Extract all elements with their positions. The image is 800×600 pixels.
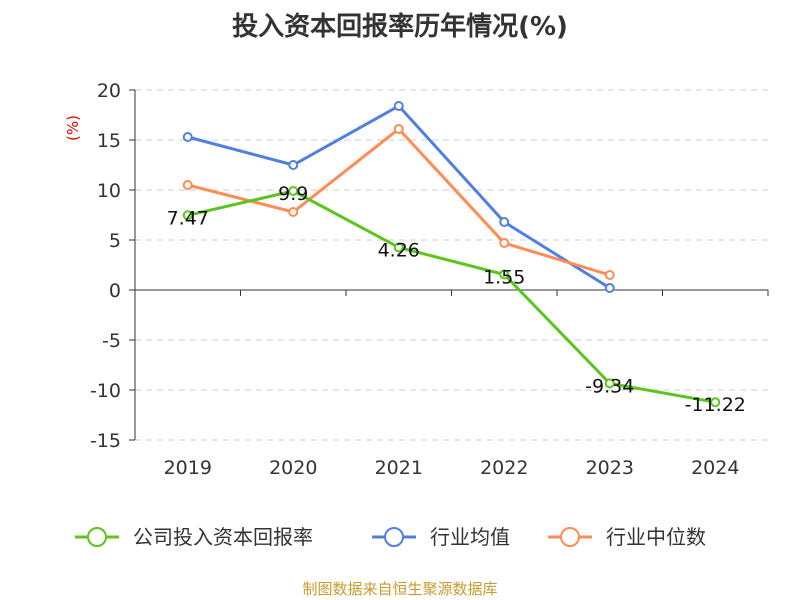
data-point <box>604 270 615 280</box>
data-point <box>710 397 721 408</box>
chart-title: 投入资本回报率历年情况(%) <box>232 12 568 42</box>
data-label: 1.55 <box>483 267 525 289</box>
legend-label: 行业中位数 <box>606 525 706 549</box>
data-point <box>288 207 299 217</box>
data-point <box>393 242 404 253</box>
data-label: 4.26 <box>378 239 420 261</box>
y-tick-label: 0 <box>109 280 121 302</box>
data-point <box>393 124 404 134</box>
y-tick-label: -15 <box>90 430 121 452</box>
y-tick-label: -10 <box>90 380 121 402</box>
y-tick-label: 15 <box>97 130 121 152</box>
legend-marker <box>560 527 580 547</box>
x-tick-label: 2024 <box>691 457 739 479</box>
x-tick-label: 2021 <box>375 457 423 479</box>
data-point <box>182 210 193 221</box>
y-tick-label: -5 <box>102 330 121 352</box>
series-line <box>187 189 716 404</box>
data-label: -11.22 <box>685 394 746 416</box>
data-point <box>604 378 615 389</box>
legend-marker <box>384 527 404 547</box>
data-label: 7.47 <box>167 207 209 229</box>
data-point <box>288 186 299 196</box>
data-label: 9.9 <box>278 183 308 205</box>
x-tick-label: 2020 <box>269 457 317 479</box>
data-point <box>182 180 193 190</box>
y-axis-label: (%) <box>64 115 82 141</box>
x-tick-label: 2022 <box>480 457 528 479</box>
data-point <box>499 217 510 227</box>
y-tick-label: 20 <box>97 80 121 102</box>
data-point <box>604 283 615 293</box>
data-point <box>288 160 299 170</box>
data-point <box>393 101 404 111</box>
data-label: -9.34 <box>585 375 634 397</box>
legend-label: 公司投入资本回报率 <box>133 525 313 549</box>
data-point <box>499 269 510 280</box>
y-tick-label: 5 <box>109 230 121 252</box>
data-point <box>182 132 193 142</box>
y-tick-label: 10 <box>97 180 121 202</box>
x-tick-label: 2019 <box>164 457 212 479</box>
data-point <box>499 238 510 248</box>
legend-label: 行业均值 <box>430 525 510 549</box>
legend-marker <box>87 527 107 547</box>
x-tick-label: 2023 <box>586 457 634 479</box>
source-footer: 制图数据来自恒生聚源数据库 <box>302 580 498 598</box>
